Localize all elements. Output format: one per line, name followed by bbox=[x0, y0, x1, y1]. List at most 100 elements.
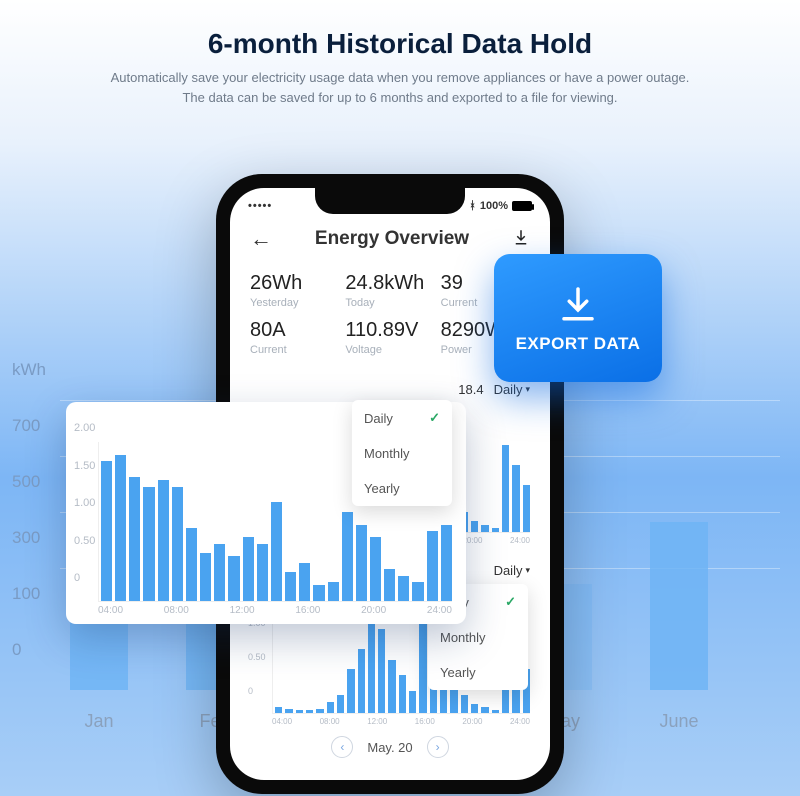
stat-label: Today bbox=[345, 297, 434, 309]
x-tick: 20:00 bbox=[361, 605, 386, 616]
signal-dots: ••••• bbox=[248, 200, 272, 212]
chart-bar bbox=[271, 502, 282, 601]
chart-bar bbox=[461, 695, 468, 713]
chart-bar bbox=[398, 576, 409, 601]
bg-y-tick: 300 bbox=[12, 528, 46, 584]
chart-bar bbox=[378, 629, 385, 713]
stat-value: 24.8kWh bbox=[345, 272, 434, 295]
stat-value: 26Wh bbox=[250, 272, 339, 295]
chart-bar bbox=[492, 710, 499, 713]
chart-bar bbox=[299, 563, 310, 601]
battery-icon bbox=[512, 201, 532, 211]
x-tick: 12:00 bbox=[230, 605, 255, 616]
download-icon[interactable] bbox=[512, 228, 530, 251]
back-button[interactable]: ← bbox=[250, 226, 272, 252]
chart-bar bbox=[316, 709, 323, 713]
y-tick: 1.50 bbox=[74, 460, 95, 472]
current-date: May. 20 bbox=[367, 740, 412, 755]
chart-bar bbox=[228, 556, 239, 601]
chart-bar bbox=[158, 480, 169, 601]
chart-bar bbox=[384, 569, 395, 601]
chart-bar bbox=[471, 704, 478, 713]
chart-bar bbox=[419, 609, 426, 713]
chart-bar bbox=[512, 465, 519, 532]
chart-bar bbox=[481, 525, 488, 532]
chart-bar bbox=[399, 675, 406, 713]
export-label: EXPORT DATA bbox=[516, 334, 641, 354]
chart-bar bbox=[243, 537, 254, 601]
page-subtitle: Automatically save your electricity usag… bbox=[40, 68, 760, 107]
dropdown-option[interactable]: Yearly bbox=[428, 655, 528, 690]
stat: 24.8kWh Today bbox=[345, 272, 434, 309]
x-tick: 24:00 bbox=[427, 605, 452, 616]
stat-value: 110.89V bbox=[345, 319, 434, 342]
y-tick: 0 bbox=[248, 686, 266, 696]
dropdown-option[interactable]: Yearly bbox=[352, 471, 452, 506]
chart-bar bbox=[327, 702, 334, 713]
y-tick: 2.00 bbox=[74, 422, 95, 434]
x-tick: 24:00 bbox=[510, 717, 530, 726]
chart-bar bbox=[347, 669, 354, 713]
stat: 110.89V Voltage bbox=[345, 319, 434, 356]
export-data-button[interactable]: EXPORT DATA bbox=[494, 254, 662, 382]
y-tick: 0 bbox=[74, 572, 95, 584]
dropdown-option[interactable]: Monthly bbox=[428, 620, 528, 655]
bg-unit: kWh bbox=[12, 360, 46, 416]
bg-y-tick: 100 bbox=[12, 584, 46, 640]
prev-day-button[interactable]: ‹ bbox=[331, 736, 353, 758]
chart-bar bbox=[313, 585, 324, 601]
check-icon: ✓ bbox=[429, 410, 440, 426]
page-title: 6-month Historical Data Hold bbox=[40, 28, 760, 60]
chart-bar bbox=[296, 710, 303, 713]
x-tick: 08:00 bbox=[320, 717, 340, 726]
chart-bar bbox=[214, 544, 225, 601]
chart-bar bbox=[285, 709, 292, 713]
chart-bar bbox=[450, 686, 457, 713]
bg-y-tick: 700 bbox=[12, 416, 46, 472]
chart-bar bbox=[328, 582, 339, 601]
chart-bar bbox=[481, 707, 488, 713]
chart1-value: 18.4 bbox=[458, 382, 483, 397]
chart-bar bbox=[409, 691, 416, 713]
stat-label: Voltage bbox=[345, 344, 434, 356]
chart-bar bbox=[115, 455, 126, 601]
x-tick: 16:00 bbox=[415, 717, 435, 726]
stat-label: Current bbox=[250, 344, 339, 356]
check-icon: ✓ bbox=[505, 594, 516, 610]
stat-label: Yesterday bbox=[250, 297, 339, 309]
x-tick: 08:00 bbox=[164, 605, 189, 616]
chart-bar bbox=[275, 707, 282, 713]
x-tick: 20:00 bbox=[462, 717, 482, 726]
chart-bar bbox=[441, 525, 452, 601]
next-day-button[interactable]: › bbox=[427, 736, 449, 758]
y-tick: 1.00 bbox=[74, 497, 95, 509]
chart-bar bbox=[388, 660, 395, 713]
dropdown-option[interactable]: Monthly bbox=[352, 436, 452, 471]
dropdown-option[interactable]: Daily✓ bbox=[352, 400, 452, 436]
chart-bar bbox=[143, 487, 154, 601]
date-navigator: ‹ May. 20 › bbox=[250, 736, 530, 758]
y-tick: 0.50 bbox=[74, 535, 95, 547]
chart-bar bbox=[172, 487, 183, 601]
app-title: Energy Overview bbox=[272, 228, 512, 250]
period-selector-2[interactable]: Daily ▾ bbox=[494, 563, 530, 578]
chart-bar bbox=[337, 695, 344, 713]
period-dropdown-1[interactable]: Daily✓MonthlyYearly bbox=[352, 400, 452, 506]
period-selector-1[interactable]: Daily ▾ bbox=[494, 382, 530, 397]
chart-bar bbox=[285, 572, 296, 601]
chart-bar bbox=[200, 553, 211, 601]
chart-bar bbox=[523, 485, 530, 532]
x-tick: 24:00 bbox=[510, 536, 530, 545]
chart-bar bbox=[306, 710, 313, 713]
x-tick: 04:00 bbox=[272, 717, 292, 726]
bg-y-tick: 0 bbox=[12, 640, 46, 696]
stat-value: 80A bbox=[250, 319, 339, 342]
bg-bar bbox=[650, 522, 708, 690]
battery-pct: 100% bbox=[480, 200, 508, 212]
x-tick: 04:00 bbox=[98, 605, 123, 616]
chart-bar bbox=[412, 582, 423, 601]
x-tick: 16:00 bbox=[295, 605, 320, 616]
download-icon bbox=[557, 282, 599, 324]
bg-x-label: Jan bbox=[70, 711, 128, 732]
chart-bar bbox=[356, 525, 367, 601]
